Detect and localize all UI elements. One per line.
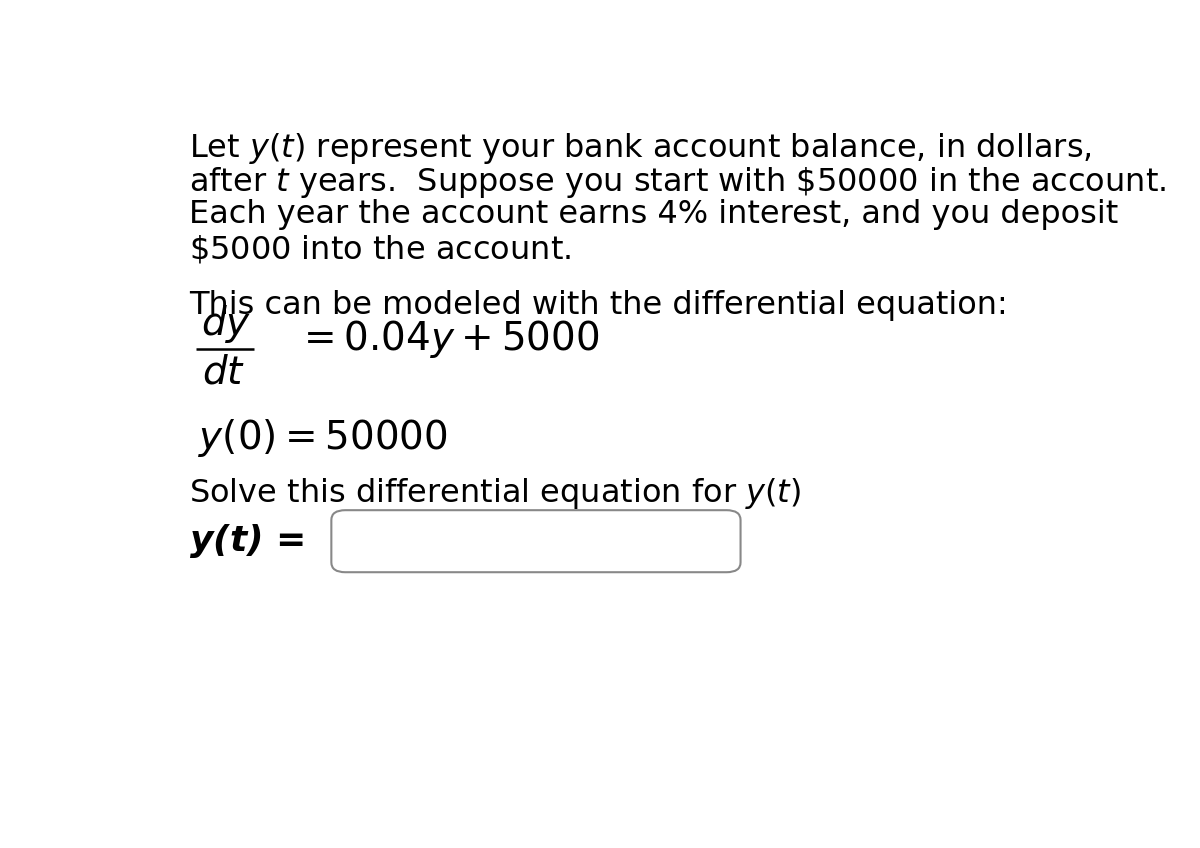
Text: $dt$: $dt$ [202,354,245,392]
Text: $y(0) = 50000$: $y(0) = 50000$ [198,417,448,459]
Text: after $t$ years.  Suppose you start with $\$50000$ in the account.: after $t$ years. Suppose you start with … [190,165,1166,200]
Text: $\$5000$ into the account.: $\$5000$ into the account. [190,233,571,265]
Text: Let $y(t)$ represent your bank account balance, in dollars,: Let $y(t)$ represent your bank account b… [190,131,1092,166]
Text: $dy$: $dy$ [202,303,251,345]
Text: $= 0.04y + 5000$: $= 0.04y + 5000$ [296,318,599,360]
Text: Solve this differential equation for $y(t)$: Solve this differential equation for $y(… [190,476,802,510]
Text: Each year the account earns 4% interest, and you deposit: Each year the account earns 4% interest,… [190,199,1118,230]
Text: $\bfit{y}(t)$ =: $\bfit{y}(t)$ = [190,522,304,561]
FancyBboxPatch shape [331,510,740,572]
Text: This can be modeled with the differential equation:: This can be modeled with the differentia… [190,290,1008,321]
